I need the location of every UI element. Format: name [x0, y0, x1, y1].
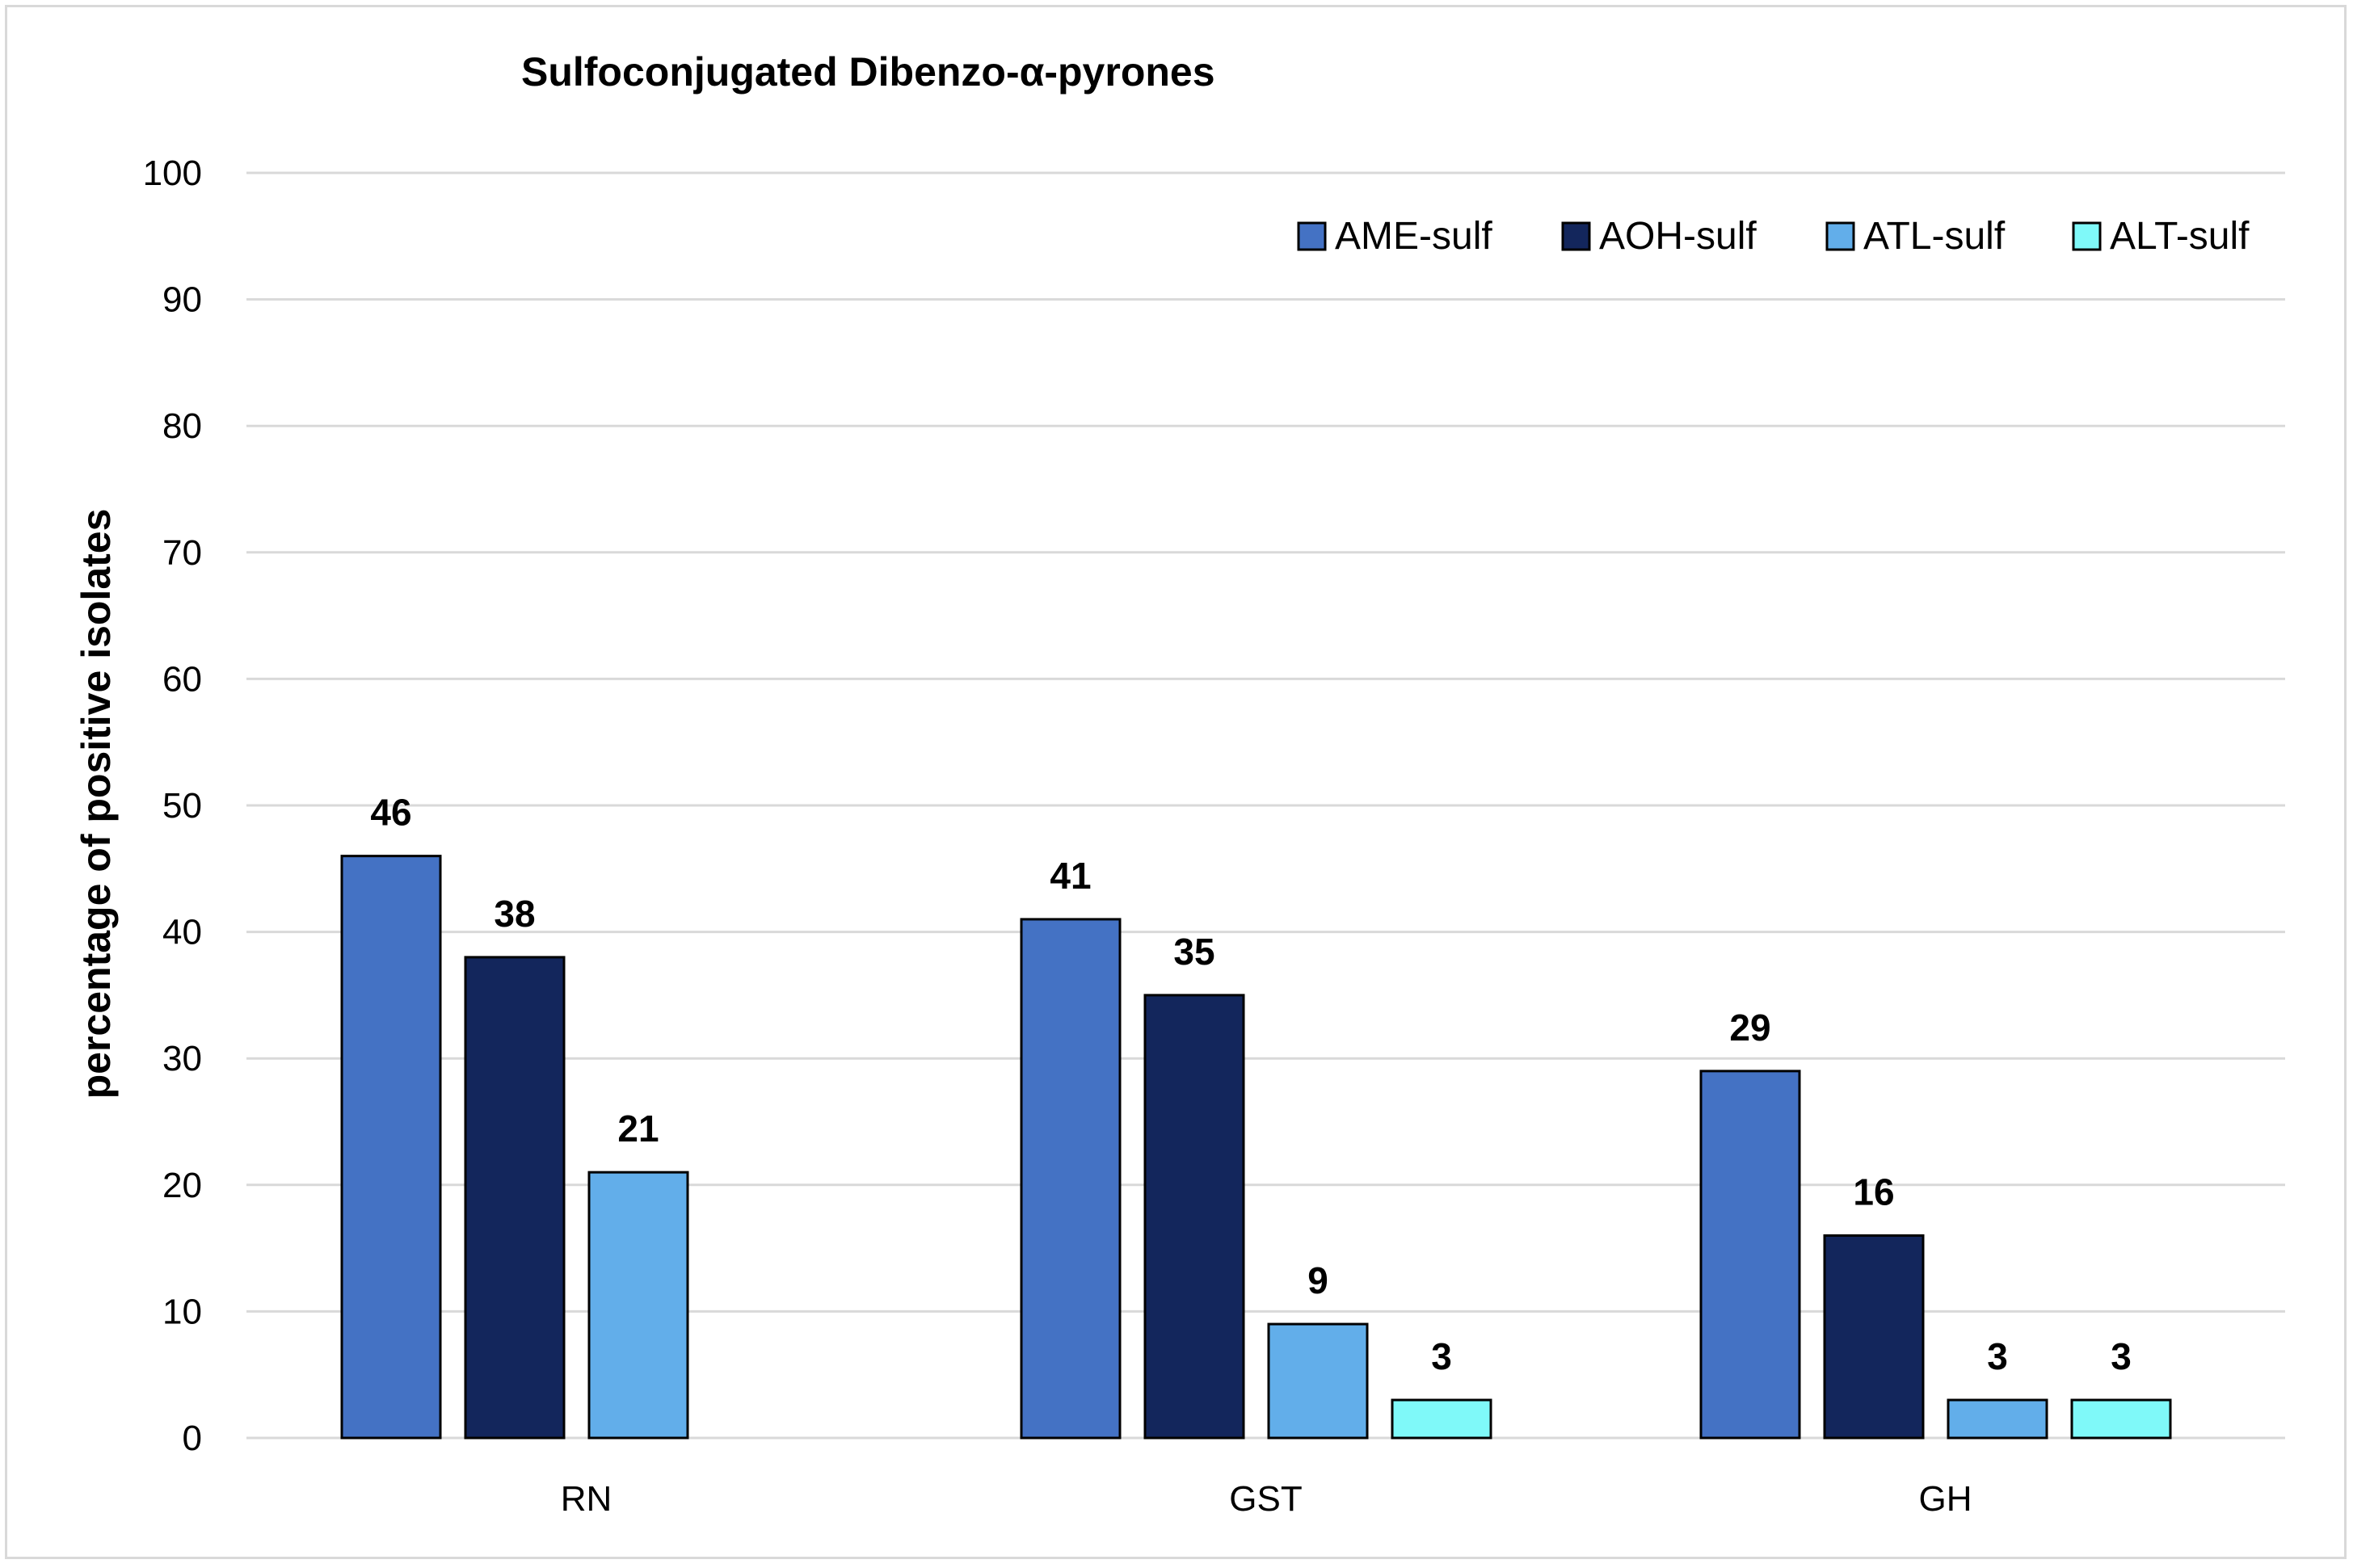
- x-category-label: RN: [561, 1479, 612, 1519]
- data-label-GH-AOH-sulf: 16: [1853, 1171, 1894, 1213]
- bar-GST-ATL-sulf: [1267, 1322, 1369, 1440]
- bar-GST-ALT-sulf: [1391, 1398, 1492, 1440]
- x-category-label: GST: [1229, 1479, 1302, 1519]
- bar-RN-AOH-sulf: [464, 956, 566, 1440]
- bar-GH-ALT-sulf: [2070, 1398, 2172, 1440]
- data-label-GH-ALT-sulf: 3: [2111, 1335, 2132, 1377]
- y-tick-label: 70: [162, 533, 202, 573]
- data-label-RN-AME-sulf: 46: [370, 792, 411, 834]
- bar-GH-AME-sulf: [1699, 1070, 1801, 1440]
- data-label-RN-AOH-sulf: 38: [494, 893, 535, 935]
- data-label-GST-ATL-sulf: 9: [1307, 1259, 1328, 1301]
- bar-GST-AME-sulf: [1020, 918, 1122, 1440]
- y-tick-label: 90: [162, 280, 202, 320]
- x-category-label: GH: [1919, 1479, 1972, 1519]
- legend-label-ALT-sulf: ALT-sulf: [2110, 215, 2250, 258]
- legend-swatch-AOH-sulf: [1561, 221, 1591, 251]
- y-tick-label: 50: [162, 786, 202, 826]
- gridlines: [246, 171, 2285, 1440]
- y-tick-label: 100: [143, 153, 202, 193]
- legend-swatch-ATL-sulf: [1825, 221, 1855, 251]
- y-tick-label: 80: [162, 406, 202, 446]
- bars: [340, 855, 2172, 1440]
- y-tick-label: 60: [162, 659, 202, 699]
- chart-title: Sulfoconjugated Dibenzo-α-pyrones: [521, 49, 1215, 95]
- data-labels: 46 38 21 41 35 9 3 29 16 3 3: [370, 792, 2131, 1377]
- data-label-GH-AME-sulf: 29: [1729, 1007, 1770, 1049]
- legend-swatch-AME-sulf: [1297, 221, 1327, 251]
- data-label-RN-ATL-sulf: 21: [617, 1108, 659, 1150]
- legend-swatch-ALT-sulf: [2072, 221, 2102, 251]
- bar-GST-AOH-sulf: [1143, 994, 1245, 1440]
- legend-label-AME-sulf: AME-sulf: [1335, 215, 1492, 258]
- bar-RN-AME-sulf: [340, 855, 442, 1440]
- x-axis-categories: RN GST GH: [561, 1479, 1972, 1519]
- y-tick-label: 40: [162, 913, 202, 952]
- legend: AME-sulf AOH-sulf ATL-sulf ALT-sulf: [1297, 215, 2250, 258]
- data-label-GST-AME-sulf: 41: [1050, 855, 1091, 897]
- y-tick-label: 20: [162, 1166, 202, 1205]
- legend-label-ATL-sulf: ATL-sulf: [1863, 215, 2006, 258]
- data-label-GST-ALT-sulf: 3: [1431, 1335, 1452, 1377]
- bar-GH-AOH-sulf: [1823, 1234, 1925, 1440]
- bar-RN-ATL-sulf: [587, 1171, 689, 1440]
- y-axis-ticks: 0 10 20 30 40 50 60 70 80 90 100: [143, 153, 202, 1458]
- data-label-GST-AOH-sulf: 35: [1173, 931, 1214, 973]
- legend-label-AOH-sulf: AOH-sulf: [1599, 215, 1757, 258]
- y-tick-label: 10: [162, 1292, 202, 1331]
- y-tick-label: 0: [183, 1419, 202, 1458]
- y-axis-label: percentage of positive isolates: [74, 509, 119, 1099]
- y-tick-label: 30: [162, 1039, 202, 1078]
- bar-GH-ATL-sulf: [1947, 1398, 2048, 1440]
- data-label-GH-ATL-sulf: 3: [1987, 1335, 2008, 1377]
